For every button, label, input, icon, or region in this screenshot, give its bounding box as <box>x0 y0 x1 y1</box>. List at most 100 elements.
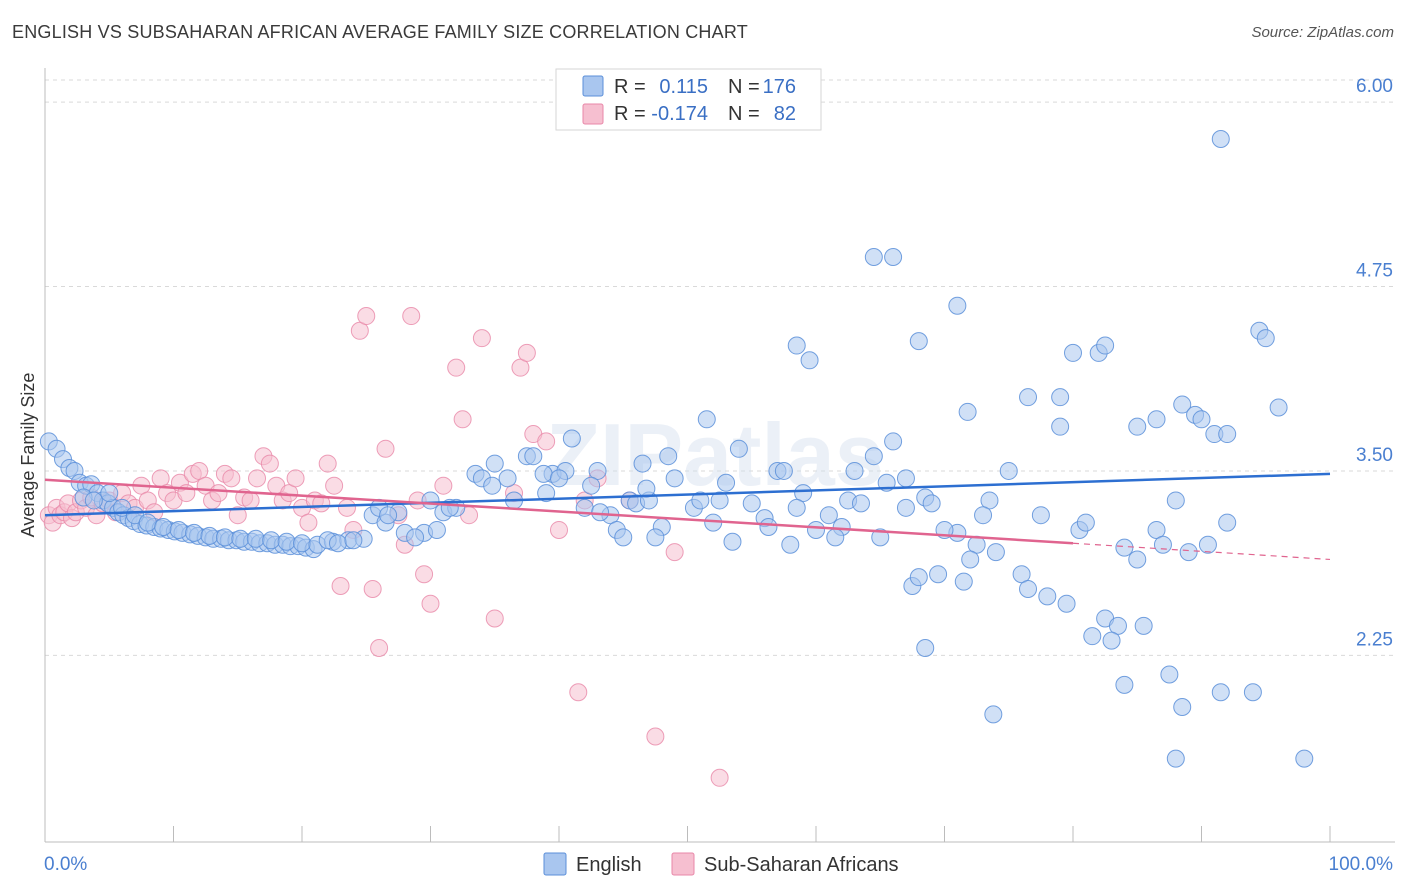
english-point <box>1051 417 1070 436</box>
english-legend-swatch <box>582 75 604 97</box>
english-point <box>961 550 980 569</box>
y-tick-label: 6.00 <box>1356 76 1393 97</box>
subsaharan-r-value: -0.174 <box>651 103 708 125</box>
subsaharan-points <box>39 307 729 787</box>
english-point <box>742 494 761 513</box>
english-point <box>697 410 716 429</box>
english-point <box>1051 388 1070 407</box>
english-point <box>659 447 678 466</box>
english-series-label: English <box>576 854 642 876</box>
english-point <box>1153 535 1172 554</box>
subsaharan-point <box>286 469 305 488</box>
english-point <box>1198 535 1217 554</box>
english-point <box>774 461 793 480</box>
english-point <box>498 469 517 488</box>
subsaharan-point <box>318 454 337 473</box>
subsaharan-series-swatch <box>671 852 695 876</box>
english-point <box>807 520 825 539</box>
english-point <box>929 565 948 584</box>
english-point <box>1083 627 1102 646</box>
english-point <box>710 491 729 510</box>
english-point <box>665 469 684 488</box>
english-point <box>819 506 838 525</box>
english-point <box>534 464 553 483</box>
english-point <box>1218 513 1237 532</box>
english-point <box>1038 587 1057 606</box>
english-point <box>1256 329 1275 348</box>
y-tick-label: 3.50 <box>1356 445 1393 466</box>
subsaharan-trend-extension <box>1072 542 1331 561</box>
english-point <box>787 498 806 517</box>
subsaharan-point <box>248 469 267 488</box>
english-point <box>845 461 864 480</box>
english-n-value: 176 <box>763 76 796 98</box>
english-point <box>723 532 742 551</box>
english-point <box>974 506 993 525</box>
english-point <box>1128 550 1147 569</box>
y-tick-label: 2.25 <box>1356 629 1393 650</box>
subsaharan-point <box>485 609 504 628</box>
english-point <box>1115 538 1134 557</box>
english-point <box>550 469 568 488</box>
subsaharan-trend-line <box>44 478 1074 545</box>
english-series-swatch <box>543 852 567 876</box>
axes <box>44 68 1395 843</box>
english-point <box>277 532 296 551</box>
subsaharan-n-value: 82 <box>774 103 796 125</box>
english-trend-line <box>44 472 1331 517</box>
subsaharan-point <box>299 513 318 532</box>
x-tick-label-max: 100.0% <box>1329 854 1394 875</box>
english-point <box>884 432 903 451</box>
subsaharan-point <box>665 543 684 562</box>
x-tick-labels: 0.0% 100.0% <box>44 854 1393 875</box>
subsaharan-point <box>260 454 279 473</box>
subsaharan-point <box>517 343 536 362</box>
english-point <box>1173 395 1192 414</box>
english-point <box>100 484 119 503</box>
subsaharan-point <box>222 469 241 488</box>
subsaharan-legend-swatch <box>582 103 604 125</box>
english-point <box>1160 665 1179 684</box>
trend-lines <box>44 472 1331 561</box>
english-point <box>485 454 504 473</box>
y-tick-labels: 2.25 3.50 4.75 6.00 <box>1356 76 1393 650</box>
english-point <box>1134 616 1153 635</box>
english-point <box>537 484 556 503</box>
english-point <box>864 248 883 267</box>
subsaharan-point <box>241 491 260 510</box>
english-point <box>954 572 973 591</box>
subsaharan-point <box>550 520 568 539</box>
english-point <box>483 476 502 495</box>
english-point <box>851 494 870 513</box>
english-point <box>1173 697 1192 716</box>
english-point <box>524 447 543 466</box>
subsaharan-point <box>710 768 729 787</box>
english-point <box>999 461 1018 480</box>
subsaharan-r-label: R = <box>614 103 646 125</box>
english-point <box>1064 343 1082 362</box>
english-point <box>922 494 941 513</box>
y-tick-label: 4.75 <box>1356 261 1393 282</box>
english-point <box>614 528 633 547</box>
subsaharan-point <box>447 358 466 377</box>
english-point <box>691 491 710 510</box>
english-point <box>729 439 748 458</box>
english-point <box>884 248 903 267</box>
english-point <box>1019 388 1038 407</box>
english-point <box>427 520 446 539</box>
english-point <box>1057 594 1076 613</box>
english-point <box>1269 398 1288 417</box>
subsaharan-point <box>363 579 382 598</box>
english-point <box>1096 336 1115 355</box>
english-point <box>1102 631 1121 650</box>
english-point <box>138 513 157 532</box>
subsaharan-point <box>331 577 350 596</box>
english-point <box>1192 410 1211 429</box>
english-point <box>717 473 736 492</box>
english-point <box>169 520 188 539</box>
english-point <box>328 534 347 553</box>
english-point <box>344 531 363 550</box>
english-point <box>591 503 610 522</box>
subsaharan-series-label: Sub-Saharan Africans <box>704 854 899 876</box>
english-r-value: 0.115 <box>659 76 708 98</box>
